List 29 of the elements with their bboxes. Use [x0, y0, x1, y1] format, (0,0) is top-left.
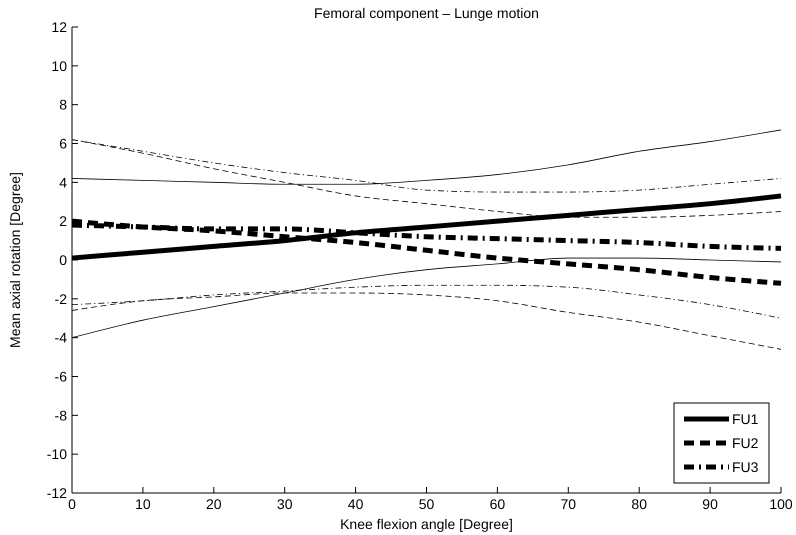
y-tick-label: 8	[59, 96, 68, 113]
y-tick-label: -4	[54, 330, 68, 346]
x-tick-label: 80	[631, 496, 648, 512]
y-tick-label: 0	[59, 252, 68, 268]
x-tick-label: 10	[135, 496, 151, 512]
y-tick-label: 12	[51, 19, 68, 35]
x-tick-label: 90	[702, 496, 718, 512]
x-tick-label: 100	[769, 496, 793, 512]
y-tick-label: -12	[46, 485, 68, 501]
x-tick-label: 40	[348, 496, 364, 512]
y-tick-label: 4	[59, 174, 68, 190]
y-tick-label: -2	[54, 290, 68, 307]
y-tick-label: -6	[54, 368, 68, 384]
x-tick-label: 50	[418, 496, 434, 512]
y-tick-label: 2	[59, 213, 68, 230]
legend-label: FU2	[732, 435, 759, 451]
chart-title: Femoral component – Lunge motion	[314, 5, 539, 21]
x-tick-label: 30	[276, 496, 293, 512]
legend-label: FU1	[732, 411, 759, 427]
y-tick-label: -10	[46, 446, 68, 462]
legend-label: FU3	[732, 459, 759, 475]
y-axis-title: Mean axial rotation [Degree]	[7, 172, 23, 348]
y-tick-label: 10	[51, 58, 68, 74]
y-tick-label: -8	[54, 407, 68, 424]
x-axis-title: Knee flexion angle [Degree]	[340, 516, 513, 532]
x-tick-label: 20	[206, 496, 222, 512]
y-tick-label: 6	[59, 136, 68, 152]
x-tick-label: 60	[490, 496, 506, 512]
x-tick-label: 70	[560, 496, 576, 512]
